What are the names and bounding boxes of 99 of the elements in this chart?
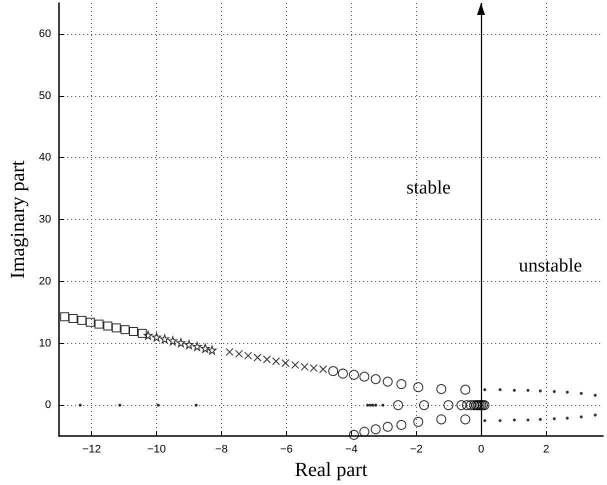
point (552, 390, 556, 394)
point (160, 334, 170, 344)
y-tick-label: 30 (38, 214, 52, 226)
x-tick-label: 2 (543, 444, 550, 456)
point (462, 400, 472, 410)
point (86, 318, 95, 327)
point (310, 364, 318, 372)
point (393, 400, 404, 410)
point (244, 352, 252, 360)
point (456, 400, 466, 410)
point (60, 312, 70, 322)
point (382, 422, 393, 432)
point (112, 323, 121, 332)
point (594, 414, 597, 417)
point (512, 388, 516, 392)
point (443, 400, 454, 410)
point (359, 426, 370, 437)
y-tick-label: 50 (38, 90, 52, 102)
point (419, 400, 430, 410)
point (526, 418, 530, 422)
y-tick-label: 10 (38, 337, 52, 350)
point (120, 325, 130, 334)
point (460, 384, 470, 395)
y-tick-label: 40 (38, 152, 52, 164)
point (144, 330, 153, 340)
point (68, 314, 78, 324)
x-axis-title: Real part (294, 459, 368, 481)
x-tick-label: −8 (215, 444, 228, 456)
point (272, 357, 280, 366)
point (580, 392, 583, 395)
point (226, 348, 234, 356)
point (348, 370, 359, 380)
point (498, 419, 502, 422)
x-tick-label: −6 (280, 444, 293, 456)
point (94, 320, 104, 329)
annotation: unstable (518, 256, 582, 277)
point (291, 360, 300, 369)
point (466, 400, 476, 410)
point (512, 418, 516, 422)
point (77, 316, 86, 325)
point (138, 328, 147, 338)
y-tick-label: 60 (38, 28, 52, 40)
point (254, 354, 262, 362)
point (194, 404, 198, 407)
point (338, 368, 348, 379)
point (281, 359, 290, 368)
point (184, 340, 194, 350)
point (366, 404, 370, 407)
point (235, 350, 244, 358)
point (566, 416, 569, 420)
x-tick-label: −12 (82, 444, 101, 456)
point (370, 424, 381, 434)
y-tick-label: 20 (38, 275, 52, 288)
point (382, 376, 393, 387)
point (128, 327, 138, 336)
point (118, 404, 122, 407)
x-tick-label: −10 (147, 444, 166, 456)
point (498, 388, 502, 392)
x-tick-label: −2 (410, 444, 423, 456)
point (208, 346, 217, 355)
point (526, 388, 530, 392)
point (374, 404, 378, 407)
point (103, 321, 112, 330)
point (483, 419, 486, 422)
point (413, 416, 424, 427)
point (460, 414, 470, 424)
point (538, 418, 542, 421)
x-tick-label: 0 (478, 444, 484, 456)
point (580, 415, 583, 418)
point (176, 338, 186, 348)
point (396, 420, 406, 430)
point (371, 404, 374, 407)
point (319, 365, 328, 374)
point (396, 379, 406, 390)
point (152, 332, 162, 342)
point (566, 390, 569, 394)
point (436, 414, 446, 424)
point (328, 366, 338, 376)
point (300, 362, 309, 371)
point (192, 342, 202, 351)
point (552, 417, 556, 420)
point (200, 344, 210, 353)
point (262, 355, 271, 364)
annotation: stable (406, 178, 451, 199)
x-tick-label: −4 (345, 444, 358, 456)
point (538, 389, 542, 392)
point (368, 404, 372, 407)
point (594, 394, 597, 397)
point (381, 404, 384, 407)
point (348, 430, 359, 440)
point (168, 336, 178, 346)
y-tick-label: 0 (45, 399, 52, 412)
point (156, 404, 160, 407)
point (359, 372, 370, 382)
point (436, 384, 446, 394)
point (413, 382, 424, 392)
y-axis-title: Imaginary part (7, 160, 29, 279)
point (370, 374, 381, 384)
point (483, 388, 486, 392)
